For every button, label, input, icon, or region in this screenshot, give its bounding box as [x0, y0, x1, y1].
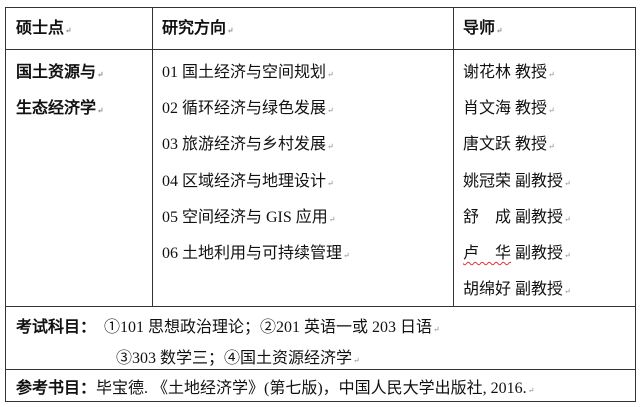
direction-item: 05 空间经济与 GIS 应用 — [162, 208, 336, 230]
reference-books: 参考书目：毕宝德. 《土地经济学》(第七版)，中国人民大学出版社, 2016. — [16, 379, 534, 401]
divider — [6, 49, 635, 50]
direction-item: 03 旅游经济与乡村发展 — [162, 135, 334, 157]
exam-subjects: 考试科目： ①101 思想政治理论；②201 英语一或 203 日语 — [16, 318, 440, 340]
program-name: 生态经济学 — [16, 99, 104, 121]
divider — [152, 8, 153, 306]
advisor-item: 姚冠荣 副教授 — [463, 172, 571, 194]
direction-item: 02 循环经济与绿色发展 — [162, 99, 334, 121]
program-table: 硕士点 研究方向 导师 国土资源与 生态经济学 01 国土经济与空间规划 02 … — [5, 7, 636, 402]
divider — [453, 8, 454, 306]
advisor-item: 唐文跃 教授 — [463, 135, 555, 157]
advisor-item: 胡绵好 副教授 — [463, 280, 571, 302]
advisor-item: 卢 华 副教授 — [463, 244, 571, 266]
exam-subjects-cont: ③303 数学三；④国土资源经济学 — [116, 349, 360, 371]
advisor-item: 谢花林 教授 — [463, 63, 555, 85]
advisor-item: 肖文海 教授 — [463, 99, 555, 121]
header-advisor: 导师 — [463, 19, 503, 41]
header-program: 硕士点 — [16, 19, 72, 41]
direction-item: 01 国土经济与空间规划 — [162, 63, 334, 85]
advisor-item: 舒 成 副教授 — [463, 208, 571, 230]
direction-item: 06 土地利用与可持续管理 — [162, 244, 350, 266]
program-name: 国土资源与 — [16, 63, 104, 85]
header-direction: 研究方向 — [162, 19, 234, 41]
divider — [6, 306, 635, 307]
direction-item: 04 区域经济与地理设计 — [162, 172, 334, 194]
